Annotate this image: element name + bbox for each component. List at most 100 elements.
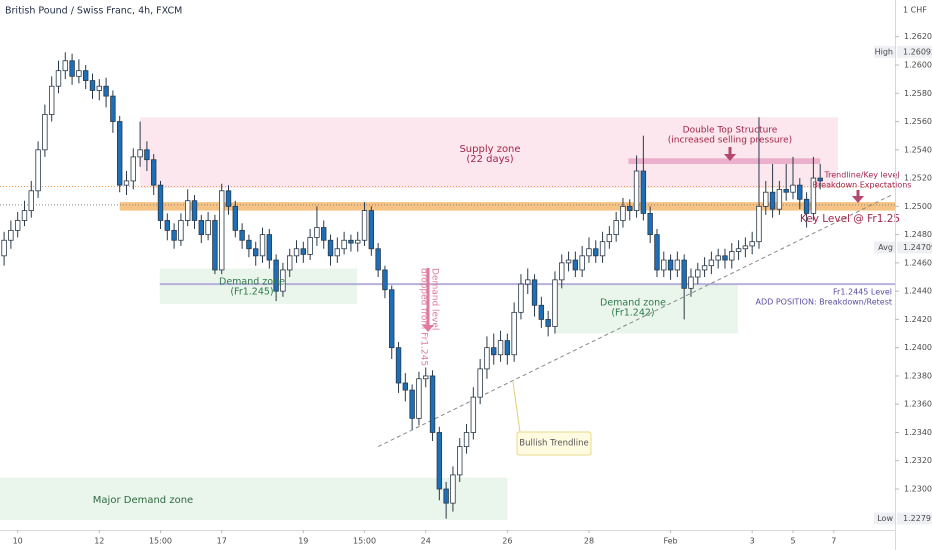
candle-body — [654, 234, 660, 271]
x-tick-label: 17 — [217, 537, 227, 546]
y-tick-label: 1.25000 — [904, 202, 932, 211]
candle-body — [212, 220, 218, 271]
candle-body — [103, 85, 109, 97]
double-top-band — [628, 158, 821, 164]
candle-body — [545, 319, 551, 327]
annotation-text: (Fr1.245) — [230, 287, 273, 298]
annotation-text: Supply zone — [459, 144, 520, 155]
candle-body — [708, 259, 715, 267]
candle-body — [810, 177, 817, 214]
candle-body — [470, 396, 477, 433]
candle-body — [62, 60, 68, 72]
candle-body — [674, 259, 681, 271]
candle-body — [55, 70, 62, 87]
candle-body — [423, 375, 429, 380]
candle-body — [559, 262, 565, 281]
arrow-head — [852, 196, 864, 203]
y-tick-label: 1.25800 — [904, 89, 932, 98]
candle-body — [253, 248, 259, 257]
candle-body — [715, 255, 721, 261]
y-tick-label: 1.25600 — [904, 117, 932, 126]
candle-body — [803, 198, 810, 214]
candle-body — [361, 210, 368, 241]
candle-body — [525, 279, 531, 285]
candle-body — [477, 368, 483, 398]
candle-body — [769, 191, 776, 210]
candle-body — [14, 220, 21, 231]
candle-body — [130, 156, 136, 182]
axes: 1.23000 1.23200 1.23400 1.23600 1.23800 1.240… — [13, 32, 932, 546]
candle-body — [729, 251, 735, 261]
candle-body — [797, 184, 803, 200]
candle-body — [538, 304, 545, 320]
marker-name: High — [875, 47, 893, 56]
candle-body — [334, 248, 341, 257]
candle-body — [579, 255, 585, 271]
annotation-text: Fr1.2445 Level — [833, 288, 892, 297]
marker-value: 1.24709 — [903, 243, 932, 252]
candle-body — [497, 340, 504, 356]
candle-body — [1, 239, 7, 257]
x-tick-label: 28 — [584, 537, 594, 546]
y-tick-label: 1.23600 — [904, 400, 932, 409]
marker-tag-bg — [874, 45, 895, 58]
candle-body — [701, 265, 708, 271]
annotation-text: ADD POSITION: Breakdown/Retest — [756, 298, 892, 307]
candle-body — [756, 205, 762, 243]
y-tick-label: 1.23000 — [904, 485, 932, 494]
candle-body — [776, 188, 783, 210]
candle-body — [722, 255, 728, 261]
x-tick-label: 12 — [94, 537, 104, 546]
annotation-text: (increased selling pressure) — [668, 136, 792, 146]
candle-body — [259, 234, 266, 257]
annotations: Supply zone(22 days) Double Top Structure… — [93, 126, 912, 507]
candle-body — [96, 85, 102, 91]
candle-body — [76, 70, 82, 77]
candles — [1, 52, 823, 519]
marker-value: 1.26093 — [903, 47, 932, 56]
annotation-text: (22 days) — [466, 154, 513, 165]
annotation-text: Major Demand zone — [93, 495, 193, 506]
candle-body — [314, 227, 320, 238]
candle-body — [565, 259, 572, 264]
annotation-text: Key Level @ Fr1.25 — [800, 213, 900, 225]
candle-body — [429, 375, 436, 433]
candle-body — [110, 95, 116, 122]
candle-body — [205, 220, 211, 236]
candle-body — [185, 200, 191, 221]
candle-body — [661, 259, 667, 271]
candle-body — [613, 220, 619, 236]
candle-body — [627, 205, 633, 211]
candle-body — [409, 389, 415, 419]
x-tick-label: 3 — [750, 537, 755, 546]
candle-body — [368, 210, 375, 250]
candle-body — [436, 432, 443, 490]
annotation-text: Demand zone — [600, 298, 666, 309]
candle-body — [681, 259, 687, 289]
x-tick-label: Feb — [663, 537, 677, 546]
candle-body — [633, 170, 640, 211]
candle-body — [123, 180, 130, 186]
candle-body — [219, 190, 225, 271]
candle-body — [42, 114, 48, 151]
key-level-band — [119, 202, 895, 211]
annotation-text: Bullish Trendline — [519, 439, 588, 449]
marker-tag-bg — [874, 512, 895, 525]
y-tick-label: 1.23200 — [904, 456, 932, 465]
y-tick-label: 1.25400 — [904, 145, 932, 154]
candle-body — [171, 229, 177, 241]
candle-body — [178, 220, 184, 241]
candle-body — [552, 279, 558, 327]
candle-body — [144, 149, 150, 161]
callout-line — [512, 381, 521, 433]
y-tick-label: 1.25200 — [904, 174, 932, 183]
candle-body — [8, 229, 14, 241]
candle-body — [164, 220, 171, 231]
candle-body — [239, 229, 245, 241]
y-tick-label: 1.26000 — [904, 61, 932, 70]
annotation-text: Demand zone — [219, 277, 285, 288]
candle-body — [307, 237, 313, 255]
marker-tag-bg — [874, 241, 895, 254]
candle-body — [484, 347, 490, 370]
candle-body — [157, 184, 164, 221]
